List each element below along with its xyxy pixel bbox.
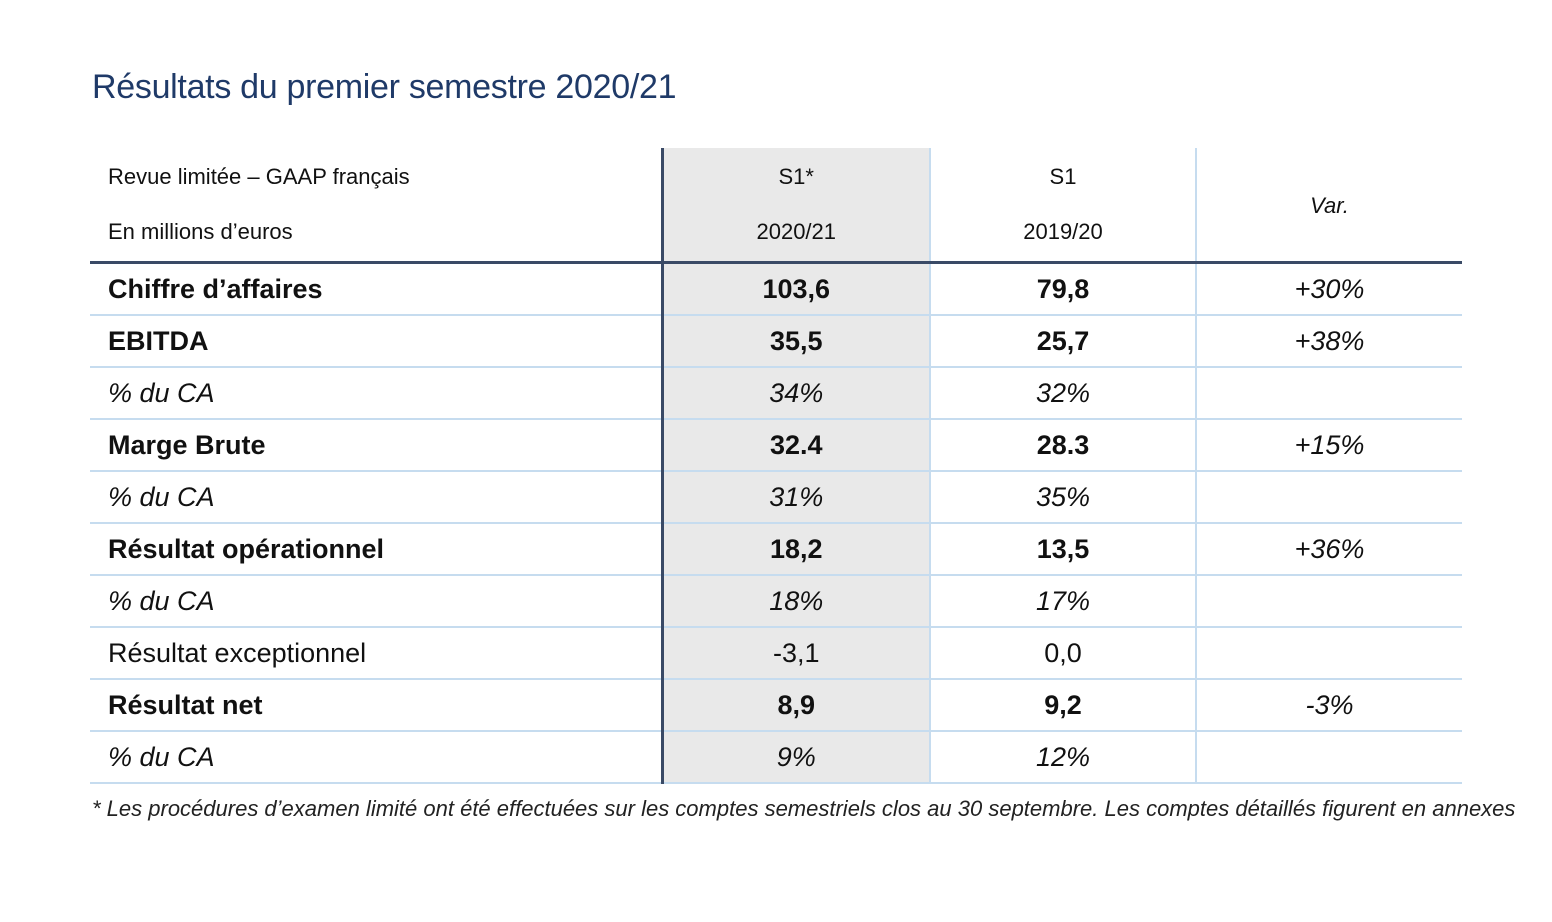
cell-s1-2020: 28.3 [929, 419, 1196, 472]
row-marge-brute-pct: % du CA 31% 35% [90, 471, 1462, 524]
cell-s1-2020: 25,7 [929, 315, 1196, 368]
row-label: Résultat exceptionnel [90, 627, 662, 680]
row-label: % du CA [90, 731, 662, 784]
row-marge-brute: Marge Brute 32.4 28.3 +15% [90, 419, 1462, 472]
cell-variation: -3% [1195, 679, 1462, 732]
row-label: % du CA [90, 471, 662, 524]
cell-s1-2020: 35% [929, 471, 1196, 524]
header-variation: Var. [1195, 148, 1462, 264]
row-label: Marge Brute [90, 419, 662, 472]
cell-variation [1195, 367, 1462, 420]
cell-s1-2020: 12% [929, 731, 1196, 784]
row-label: Résultat opérationnel [90, 523, 662, 576]
cell-s1-2020: 9,2 [929, 679, 1196, 732]
header-row-top: Revue limitée – GAAP français S1* S1 Var… [90, 148, 1462, 264]
row-label: Chiffre d’affaires [90, 262, 662, 316]
row-resultat-exceptionnel: Résultat exceptionnel -3,1 0,0 [90, 627, 1462, 680]
cell-s1-2020: 32% [929, 367, 1196, 420]
row-label: % du CA [90, 367, 662, 420]
cell-variation: +36% [1195, 523, 1462, 576]
cell-s1-2021: 32.4 [660, 419, 930, 472]
cell-s1-2021: 103,6 [660, 262, 930, 316]
row-label: EBITDA [90, 315, 662, 368]
cell-s1-2021: 9% [660, 731, 930, 784]
cell-s1-2021: 34% [660, 367, 930, 420]
results-table: Revue limitée – GAAP français S1* S1 Var… [90, 148, 1462, 784]
row-label: % du CA [90, 575, 662, 628]
cell-variation [1195, 471, 1462, 524]
cell-variation [1195, 575, 1462, 628]
cell-s1-2021: 8,9 [660, 679, 930, 732]
row-resultat-operationnel: Résultat opérationnel 18,2 13,5 +36% [90, 523, 1462, 576]
cell-s1-2021: 31% [660, 471, 930, 524]
row-resultat-net: Résultat net 8,9 9,2 -3% [90, 679, 1462, 732]
row-ebitda: EBITDA 35,5 25,7 +38% [90, 315, 1462, 368]
row-resultat-operationnel-pct: % du CA 18% 17% [90, 575, 1462, 628]
cell-s1-2020: 79,8 [929, 262, 1196, 316]
row-ebitda-pct: % du CA 34% 32% [90, 367, 1462, 420]
header-label-unit: En millions d’euros [90, 203, 662, 264]
cell-s1-2021: -3,1 [660, 627, 930, 680]
header-label-scope: Revue limitée – GAAP français [108, 164, 410, 189]
row-label: Résultat net [90, 679, 662, 732]
header-row-bottom: En millions d’euros 2020/21 2019/20 [90, 203, 1462, 264]
row-chiffre-affaires: Chiffre d’affaires 103,6 79,8 +30% [90, 262, 1462, 316]
cell-variation: +15% [1195, 419, 1462, 472]
header-s1-2021-year: 2020/21 [660, 203, 930, 264]
footnote: * Les procédures d’examen limité ont été… [92, 796, 1516, 821]
header-s1-2021-period: S1* [660, 148, 930, 203]
header-s1-2020-year: 2019/20 [929, 203, 1196, 264]
cell-variation [1195, 627, 1462, 680]
cell-s1-2021: 18% [660, 575, 930, 628]
cell-s1-2020: 0,0 [929, 627, 1196, 680]
cell-variation: +30% [1195, 262, 1462, 316]
cell-s1-2021: 18,2 [660, 523, 930, 576]
cell-s1-2020: 17% [929, 575, 1196, 628]
header-s1-2020-period: S1 [929, 148, 1196, 203]
cell-s1-2020: 13,5 [929, 523, 1196, 576]
page-title: Résultats du premier semestre 2020/21 [92, 68, 677, 106]
cell-variation [1195, 731, 1462, 784]
row-resultat-net-pct: % du CA 9% 12% [90, 731, 1462, 784]
cell-variation: +38% [1195, 315, 1462, 368]
cell-s1-2021: 35,5 [660, 315, 930, 368]
